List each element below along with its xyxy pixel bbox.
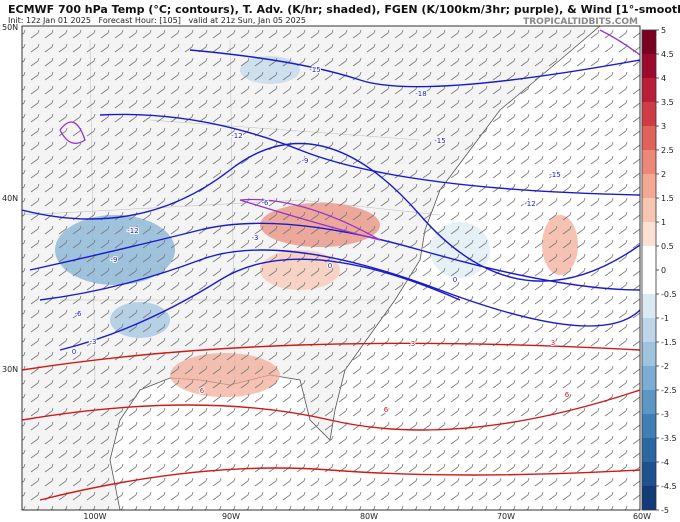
colorbar-segment — [642, 270, 656, 294]
colorbar-segment — [642, 390, 656, 414]
contour-label: 6 — [565, 391, 570, 399]
colorbar-segment — [642, 198, 656, 222]
colorbar-label: -5 — [661, 506, 669, 515]
colorbar-label: -1 — [661, 314, 669, 323]
colorbar-label: 5 — [661, 26, 666, 35]
colorbar-label: -4.5 — [661, 482, 677, 491]
colorbar-segment — [642, 486, 656, 510]
colorbar-label: -1.5 — [661, 338, 677, 347]
contour-label: 0 — [328, 262, 332, 270]
contour-label: 0 — [453, 276, 457, 284]
contour-label: -12 — [127, 227, 138, 235]
contour-label: -15 — [434, 137, 445, 145]
colorbar-label: 1 — [661, 218, 666, 227]
contour-label: 3 — [411, 340, 415, 348]
contour-label: -15 — [309, 66, 320, 74]
colorbar-segment — [642, 102, 656, 126]
colorbar-label: 2 — [661, 170, 666, 179]
colorbar-segment — [642, 414, 656, 438]
colorbar-segment — [642, 318, 656, 342]
contour-label: -6 — [262, 199, 270, 207]
contour-label: 6 — [200, 387, 205, 395]
colorbar-segment — [642, 78, 656, 102]
colorbar-label: -2.5 — [661, 386, 677, 395]
fgen-contours — [59, 29, 640, 241]
colorbar-label: -0.5 — [661, 290, 677, 299]
lat-label: 40N — [2, 194, 18, 203]
contour-label: -3 — [252, 234, 259, 242]
contour-label: 3 — [551, 339, 555, 347]
colorbar-label: 1.5 — [661, 194, 674, 203]
colorbar-label: 4 — [661, 74, 666, 83]
contour-label: -18 — [415, 90, 426, 98]
title: ECMWF 700 hPa Temp (°C; contours), T. Ad… — [8, 3, 680, 16]
contour-label: -15 — [549, 171, 560, 179]
colorbar-label: -2 — [661, 362, 669, 371]
contour-label: -12 — [231, 132, 242, 140]
colorbar-segment — [642, 222, 656, 246]
colorbar-label: -3 — [661, 410, 669, 419]
contour-label: -9 — [302, 157, 309, 165]
colorbar-segment — [642, 246, 656, 270]
map-frame — [21, 25, 641, 511]
subtitle: Init: 12z Jan 01 2025 Forecast Hour: [10… — [8, 16, 306, 25]
colorbar-segment — [642, 30, 656, 54]
temp-contours-warm — [22, 342, 640, 501]
wind-barbs — [22, 26, 640, 510]
temp-contours-cold — [22, 49, 640, 351]
colorbar-segment — [642, 366, 656, 390]
colorbar-label: 3 — [661, 122, 666, 131]
colorbar-label: -4 — [661, 458, 669, 467]
contour-label: -3 — [90, 338, 97, 346]
colorbar-segment — [642, 294, 656, 318]
colorbar-segment — [642, 126, 656, 150]
lat-label: 50N — [2, 23, 18, 32]
colorbar-segment — [642, 174, 656, 198]
map — [22, 26, 640, 510]
colorbar-label: -3.5 — [661, 434, 677, 443]
colorbar-label: 2.5 — [661, 146, 674, 155]
lon-label: 80W — [360, 512, 378, 521]
colorbar-label: 0.5 — [661, 242, 674, 251]
colorbar-label: 4.5 — [661, 50, 674, 59]
colorbar-segment — [642, 462, 656, 486]
contour-label: 0 — [72, 348, 76, 356]
colorbar-label: 0 — [661, 266, 666, 275]
lon-label: 70W — [497, 512, 515, 521]
colorbar-label: 3.5 — [661, 98, 674, 107]
colorbar-segment — [642, 438, 656, 462]
lat-label: 30N — [2, 365, 18, 374]
colorbar-segment — [642, 150, 656, 174]
site-label: TROPICALTIDBITS.COM — [523, 17, 638, 27]
contour-label: -9 — [111, 256, 118, 264]
contour-label: -6 — [75, 310, 83, 318]
contour-label: -12 — [524, 200, 535, 208]
lon-label: 60W — [633, 512, 651, 521]
contour-label: 6 — [384, 406, 389, 414]
colorbar-segment — [642, 342, 656, 366]
lon-label: 100W — [83, 512, 106, 521]
lon-label: 90W — [222, 512, 240, 521]
colorbar-segment — [642, 54, 656, 78]
